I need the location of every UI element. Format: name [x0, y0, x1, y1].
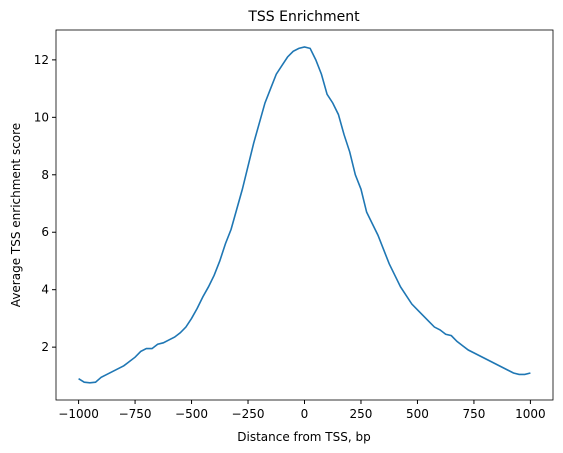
- x-tick-label: −1000: [58, 407, 99, 421]
- chart-title: TSS Enrichment: [247, 9, 360, 25]
- y-tick-label: 10: [34, 110, 49, 124]
- plot-frame: [55, 29, 554, 401]
- y-tick-label: 12: [34, 53, 49, 67]
- x-tick-label: 500: [406, 407, 429, 421]
- data-line: [78, 46, 531, 384]
- x-axis-label: Distance from TSS, bp: [237, 430, 370, 444]
- y-tick-label: 6: [41, 225, 49, 239]
- y-tick-label: 4: [41, 283, 49, 297]
- x-tick-label: 750: [462, 407, 485, 421]
- x-tick-label: −750: [119, 407, 152, 421]
- x-tick-label: 1000: [515, 407, 546, 421]
- y-tick-label: 8: [41, 168, 49, 182]
- x-tick-label: 250: [350, 407, 373, 421]
- x-tick-label: −250: [232, 407, 265, 421]
- x-tick-label: −500: [175, 407, 208, 421]
- x-tick-label: 0: [301, 407, 309, 421]
- y-axis-label: Average TSS enrichment score: [9, 123, 23, 307]
- y-tick-label: 2: [41, 340, 49, 354]
